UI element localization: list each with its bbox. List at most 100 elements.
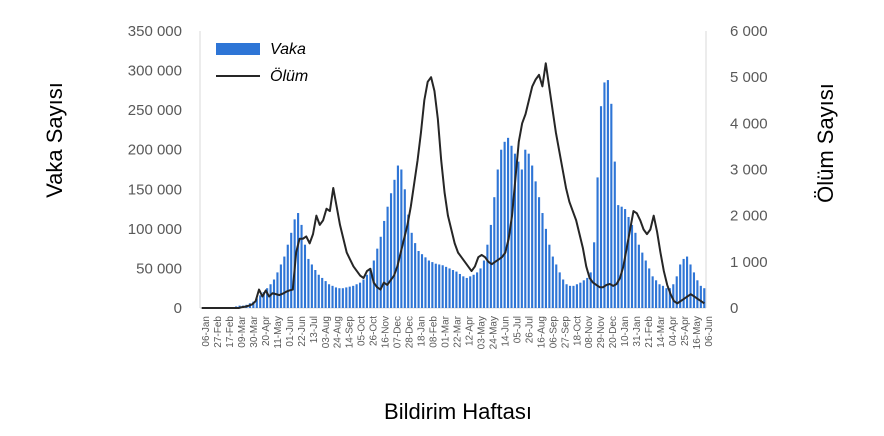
x-tick-label: 07-Dec: [393, 316, 404, 348]
x-tick-label: 03-May: [476, 316, 487, 349]
left-y-axis-ticks: 0 50 000 100 000 150 000 200 000 250 000 300 0…: [128, 23, 182, 317]
x-tick-label: 24-May: [488, 316, 499, 349]
vaka-bar: [610, 103, 613, 308]
x-tick-label: 08-Nov: [584, 316, 595, 348]
vaka-bar: [548, 244, 551, 308]
vaka-bar: [617, 205, 620, 308]
right-y-tick-label: 6 000: [730, 23, 768, 40]
x-tick-label: 26-Oct: [369, 316, 380, 346]
vaka-bar: [469, 276, 472, 308]
vaka-bar: [283, 256, 286, 308]
vaka-bar: [276, 272, 279, 308]
vaka-bar: [321, 277, 324, 308]
vaka-bar: [537, 197, 541, 308]
x-tick-label: 16-May: [692, 316, 703, 349]
vaka-bar: [297, 213, 300, 308]
x-tick-label: 16-Aug: [536, 316, 547, 348]
vaka-bar: [682, 258, 685, 308]
vaka-bar: [531, 165, 534, 308]
vaka-bar: [575, 284, 578, 308]
x-tick-label: 01-Jun: [285, 316, 296, 347]
vaka-bar: [417, 251, 420, 308]
vaka-bar: [438, 264, 441, 308]
x-tick-label: 06-Jun: [704, 316, 715, 347]
vaka-bar: [341, 288, 344, 308]
vaka-bar: [500, 149, 503, 308]
vaka-bar: [689, 264, 692, 308]
vaka-bar: [472, 274, 475, 308]
vaka-bar: [424, 257, 427, 308]
x-axis-ticks: 06-Jan 27-Feb 17-Feb 09-Mar 30-Mar 20-Apr 11-M…: [201, 315, 715, 349]
vaka-bar: [524, 149, 527, 308]
vaka-bar: [620, 206, 623, 308]
vaka-bar: [286, 244, 289, 308]
vaka-bar: [489, 224, 492, 308]
vaka-bar: [586, 277, 589, 308]
x-tick-label: 14-Sep: [345, 316, 356, 349]
vaka-bar: [651, 276, 654, 308]
vaka-bar: [599, 106, 603, 308]
vaka-bar: [486, 244, 489, 308]
vaka-bar: [448, 268, 451, 308]
vaka-bar: [606, 80, 609, 308]
vaka-bar: [699, 285, 702, 308]
vaka-bar: [544, 228, 547, 308]
vaka-bar: [334, 287, 338, 308]
vaka-bar: [407, 214, 410, 308]
vaka-bar: [493, 197, 496, 308]
vaka-bar: [541, 213, 544, 308]
legend: Vaka Ölüm: [216, 41, 308, 85]
vaka-bar: [479, 268, 482, 308]
left-y-tick-label: 50 000: [136, 260, 182, 277]
vaka-bar: [358, 282, 362, 308]
right-y-tick-label: 5 000: [730, 69, 768, 86]
left-y-tick-label: 300 000: [128, 63, 182, 80]
vaka-bar: [410, 232, 413, 308]
vaka-bar: [648, 268, 651, 308]
vaka-bar: [328, 284, 331, 308]
x-tick-label: 05-Jul: [512, 316, 523, 343]
x-tick-label: 05-Oct: [357, 316, 368, 346]
x-tick-label: 06-Sep: [548, 316, 559, 349]
left-y-tick-label: 0: [174, 300, 182, 317]
vaka-bar: [400, 169, 403, 308]
vaka-bar: [634, 232, 637, 308]
vaka-bar: [661, 285, 665, 308]
right-y-tick-label: 1 000: [730, 254, 768, 271]
vaka-bar: [458, 273, 461, 308]
right-y-axis-ticks: 0 1 000 2 000 3 000 4 000 5 000 6 000: [730, 23, 768, 317]
vaka-bar: [310, 264, 313, 308]
vaka-bar: [658, 284, 661, 308]
vaka-bar: [589, 272, 592, 308]
vaka-bar: [517, 161, 520, 308]
vaka-bar: [565, 284, 568, 308]
x-tick-label: 25-Apr: [680, 315, 691, 346]
vaka-bar: [555, 264, 558, 308]
vaka-bar: [379, 236, 382, 308]
vaka-bar: [393, 179, 396, 308]
vaka-bar: [262, 292, 265, 308]
vaka-bar: [348, 286, 351, 308]
vaka-bar: [414, 243, 417, 308]
legend-vaka-swatch: [216, 43, 260, 55]
x-tick-label: 24-Aug: [333, 316, 344, 348]
x-tick-label: 18-Jan: [417, 316, 428, 347]
x-tick-label: 29-Nov: [596, 316, 607, 348]
vaka-bar: [431, 262, 434, 308]
vaka-bar: [355, 284, 358, 308]
y-axis-title: Vaka Sayısı: [42, 82, 67, 198]
vaka-bar: [427, 260, 430, 308]
x-tick-label: 10-Jan: [620, 316, 631, 347]
vaka-bar: [266, 288, 269, 308]
vaka-bar: [641, 252, 644, 308]
vaka-bar: [503, 141, 506, 308]
vaka-bar: [696, 280, 699, 308]
vaka-bar: [259, 295, 262, 308]
vaka-bar: [455, 271, 458, 308]
vaka-bar: [290, 232, 293, 308]
vaka-bar: [665, 288, 668, 308]
vaka-bar: [300, 224, 303, 308]
vaka-bar: [324, 281, 327, 308]
x-tick-label: 01-Mar: [441, 315, 452, 347]
